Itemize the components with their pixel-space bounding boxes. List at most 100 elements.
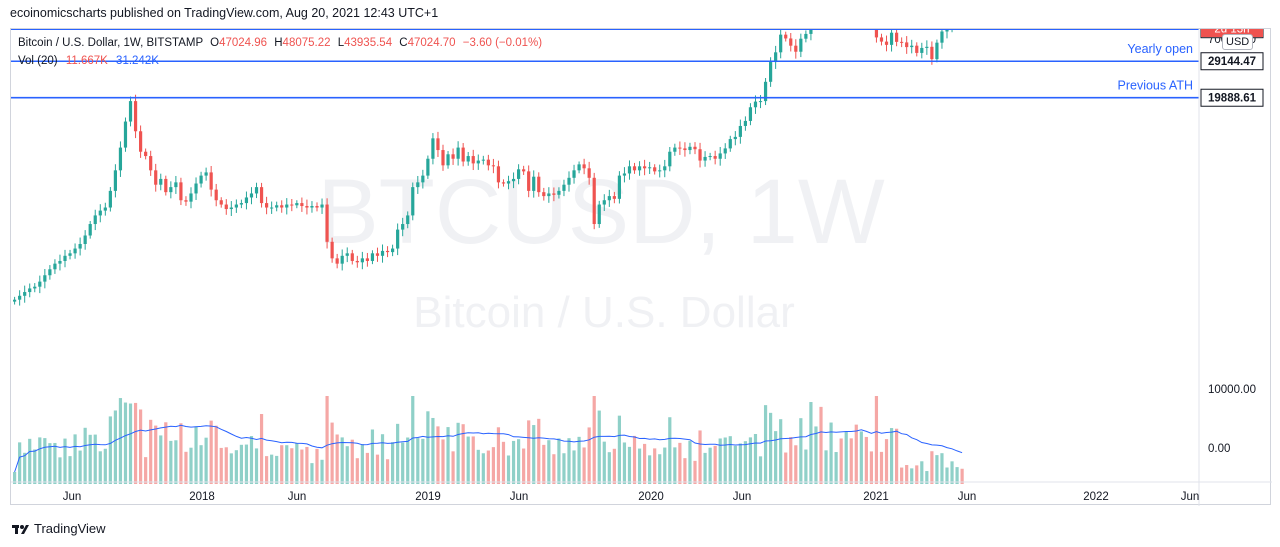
candle: [572, 170, 576, 178]
candle: [345, 253, 349, 256]
candle: [743, 120, 747, 126]
candle: [300, 203, 304, 207]
candle: [637, 166, 642, 171]
x-tick-label: Jun: [510, 491, 529, 503]
volume-bar: [18, 442, 22, 484]
candle: [643, 166, 647, 169]
volume-bar: [214, 425, 218, 484]
candle: [587, 168, 591, 178]
level-price-border: [1200, 52, 1264, 71]
x-tick-label: Jun: [958, 491, 977, 503]
volume-bar: [118, 398, 123, 484]
candle: [622, 173, 627, 176]
volume-bar: [940, 453, 944, 484]
candle: [683, 148, 687, 151]
volume-bar: [829, 422, 833, 484]
candle: [713, 156, 717, 159]
volume-bar: [133, 402, 138, 484]
volume-bar: [194, 426, 198, 484]
candle: [698, 149, 702, 161]
candle: [653, 167, 657, 172]
volume-bar: [63, 438, 67, 484]
candle: [703, 156, 707, 161]
candle: [209, 172, 213, 190]
publisher-line: ecoinomicscharts published on TradingVie…: [10, 6, 439, 20]
candle: [350, 253, 354, 261]
candle: [527, 171, 531, 191]
price-labels: 19888.6129144.4740760.5659391.2964895.22…: [1200, 29, 1264, 107]
candle: [315, 206, 319, 208]
volume-bar: [849, 438, 853, 484]
watermark-name: Bitcoin / U.S. Dollar: [413, 288, 794, 337]
volume-bar: [562, 453, 566, 484]
candle: [517, 169, 521, 179]
volume-bar: [496, 427, 501, 484]
volume-bar: [244, 444, 249, 484]
volume-bar: [945, 467, 949, 484]
volume-bar: [43, 438, 47, 484]
candle: [769, 62, 773, 82]
volume-bar: [884, 439, 889, 484]
level-label: Yearly open: [1127, 42, 1193, 56]
chart-svg[interactable]: BTCUSD, 1W Bitcoin / U.S. Dollar Next Tr…: [11, 29, 1272, 506]
volume-bar: [627, 446, 632, 484]
ohlc-o-key: O: [210, 37, 219, 49]
volume-bar: [451, 451, 455, 484]
candle: [33, 286, 37, 289]
volume-bar: [900, 467, 904, 484]
candle: [305, 206, 309, 208]
volume-bar: [577, 436, 581, 484]
volume-bar: [809, 402, 813, 484]
volume-bar: [219, 447, 223, 484]
candle: [678, 147, 682, 149]
volume-bar: [612, 448, 616, 484]
volume-bar: [673, 447, 677, 484]
candle: [98, 210, 102, 216]
volume-bar: [78, 450, 82, 484]
candle: [522, 169, 526, 172]
candle: [632, 166, 637, 171]
volume-bar: [416, 438, 420, 484]
candle: [577, 164, 581, 171]
currency-button[interactable]: USD: [1222, 34, 1254, 50]
candle: [738, 125, 742, 137]
volume-bar: [925, 471, 929, 484]
candle: [154, 170, 158, 185]
candle: [149, 156, 153, 171]
volume-bar: [330, 422, 334, 484]
candle: [63, 255, 67, 261]
volume-bar: [305, 446, 309, 484]
candle: [879, 37, 884, 42]
candle: [758, 101, 763, 103]
volume-bar: [456, 422, 460, 484]
ohlc-c-key: C: [399, 37, 407, 49]
volume-bar: [174, 440, 178, 484]
tradingview-logo-icon: [12, 523, 30, 535]
candle: [370, 253, 375, 261]
ohlc-change: −3.60 (−0.01%): [463, 37, 542, 49]
volume-bar: [300, 449, 304, 484]
volume-bar: [920, 461, 924, 484]
candle: [128, 101, 133, 122]
ohlc-high: 48075.22: [283, 37, 331, 49]
volume-bar: [169, 440, 173, 484]
candle: [385, 250, 390, 253]
volume-bar: [159, 435, 163, 484]
candle: [18, 295, 22, 300]
volume-bar: [189, 447, 193, 484]
volume-bar: [748, 437, 753, 484]
watermark: BTCUSD, 1W Bitcoin / U.S. Dollar: [317, 161, 885, 337]
volume-bar: [542, 444, 546, 484]
volume-bar: [653, 448, 657, 484]
candle: [496, 166, 501, 183]
volume-bar: [149, 419, 153, 484]
candle: [910, 45, 914, 48]
chart-frame[interactable]: BTCUSD, 1W Bitcoin / U.S. Dollar Next Tr…: [10, 28, 1272, 506]
volume-bar: [466, 436, 470, 484]
volume-bar: [753, 434, 758, 484]
x-tick-label: Jun: [733, 491, 752, 503]
volume-bar: [380, 434, 385, 484]
candle: [280, 205, 284, 208]
candle: [118, 147, 123, 171]
volume-bar: [411, 396, 415, 484]
